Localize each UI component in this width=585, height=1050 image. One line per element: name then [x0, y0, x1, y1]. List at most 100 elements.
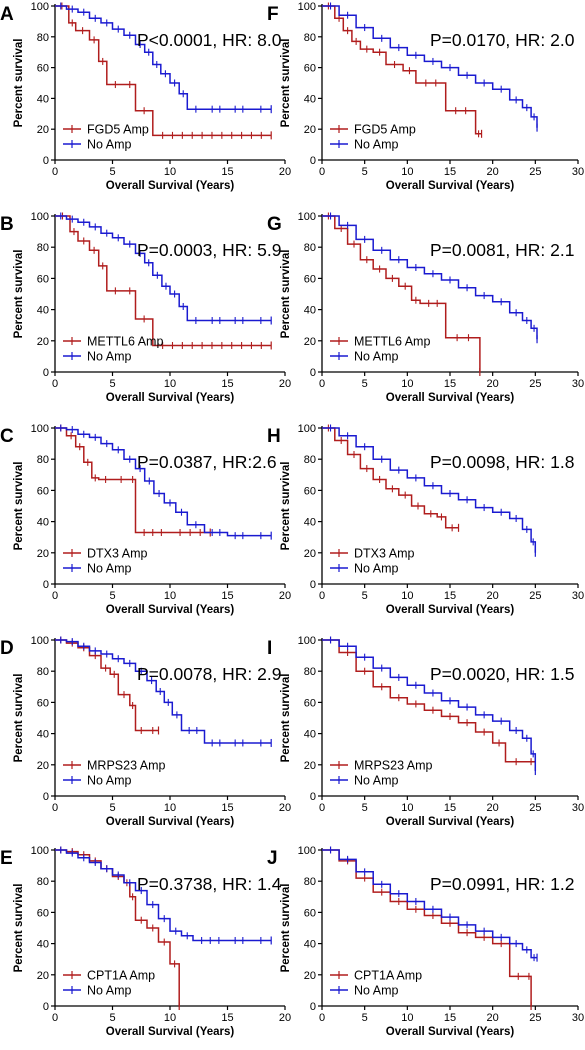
y-tick-label: 0: [310, 367, 316, 379]
x-tick-label: 10: [164, 166, 176, 178]
y-tick-label: 100: [298, 845, 316, 857]
y-tick-label: 0: [43, 791, 49, 803]
y-tick-label: 40: [304, 939, 316, 951]
legend-label: No Amp: [87, 562, 132, 576]
x-tick-label: 5: [362, 802, 368, 814]
x-tick-label: 15: [221, 166, 233, 178]
x-tick-label: 30: [572, 166, 584, 178]
km-panel-j: J 0 20 40 60 80 100 0 5 10 15 20 25 30 Overall Surviva…: [267, 845, 584, 1038]
x-tick-label: 15: [444, 1012, 456, 1024]
stat-label: P=0.0003, HR: 5.9: [137, 240, 281, 260]
x-tick-label: 5: [109, 802, 115, 814]
x-tick-label: 10: [164, 1012, 176, 1024]
x-tick-label: 20: [487, 1012, 499, 1024]
x-tick-label: 15: [221, 802, 233, 814]
y-tick-label: 60: [37, 273, 49, 285]
legend-label: DTX3 Amp: [87, 547, 147, 561]
legend-label: METTL6 Amp: [354, 335, 430, 349]
x-tick-label: 0: [52, 802, 58, 814]
legend-label: No Amp: [354, 138, 399, 152]
x-tick-label: 15: [221, 378, 233, 390]
legend-label: No Amp: [354, 984, 399, 998]
km-panel-e: E 0 20 40 60 80 100 0 5 10 15 20 Overall Survival (Y…: [0, 845, 291, 1038]
x-tick-label: 20: [487, 590, 499, 602]
y-tick-label: 60: [37, 485, 49, 497]
x-tick-label: 20: [279, 590, 291, 602]
x-tick-label: 5: [362, 1012, 368, 1024]
legend-label: CPT1A Amp: [354, 969, 422, 983]
y-tick-label: 80: [304, 454, 316, 466]
x-tick-label: 25: [529, 1012, 541, 1024]
x-tick-label: 0: [52, 378, 58, 390]
y-tick-label: 60: [37, 63, 49, 75]
x-axis-title: Overall Survival (Years): [106, 816, 235, 828]
series-line-amp: [55, 215, 272, 347]
x-tick-label: 5: [109, 378, 115, 390]
x-axis-title: Overall Survival (Years): [386, 392, 515, 404]
y-tick-label: 20: [37, 124, 49, 136]
x-tick-label: 10: [401, 1012, 413, 1024]
y-tick-label: 80: [304, 876, 316, 888]
y-tick-label: 0: [310, 579, 316, 591]
x-tick-label: 20: [279, 166, 291, 178]
y-tick-label: 60: [37, 697, 49, 709]
x-tick-label: 0: [319, 1012, 325, 1024]
km-panel-g: G 0 20 40 60 80 100 0 5 10 15 20 25 30 Overall Surviva…: [267, 211, 584, 404]
x-tick-label: 15: [444, 590, 456, 602]
x-tick-label: 15: [444, 166, 456, 178]
panel-letter: J: [267, 848, 278, 869]
stat-label: P=0.0020, HR: 1.5: [430, 664, 574, 684]
series-line-amp: [322, 639, 536, 763]
km-panel-d: D 0 20 40 60 80 100 0 5 10 15 20 Overall Survival (Y…: [0, 635, 291, 828]
y-tick-label: 60: [304, 63, 316, 75]
x-tick-label: 10: [401, 378, 413, 390]
km-panel-i: I 0 20 40 60 80 100 0 5 10 15 20 25 30 Overall Surviva…: [267, 635, 584, 828]
x-tick-label: 15: [221, 1012, 233, 1024]
stat-label: P=0.0098, HR: 1.8: [430, 452, 574, 472]
legend-label: DTX3 Amp: [354, 547, 414, 561]
y-tick-label: 40: [304, 305, 316, 317]
x-tick-label: 15: [444, 802, 456, 814]
y-axis-title: Percent survival: [280, 674, 292, 763]
legend-label: No Amp: [354, 562, 399, 576]
legend-label: MRPS23 Amp: [87, 759, 166, 773]
y-tick-label: 100: [298, 635, 316, 647]
x-tick-label: 5: [362, 590, 368, 602]
y-tick-label: 20: [304, 336, 316, 348]
series-line-no-amp: [55, 427, 272, 537]
x-tick-label: 0: [52, 590, 58, 602]
x-tick-label: 30: [572, 1012, 584, 1024]
y-tick-label: 40: [37, 939, 49, 951]
x-axis-title: Overall Survival (Years): [386, 604, 515, 616]
y-tick-label: 40: [37, 729, 49, 741]
y-tick-label: 20: [37, 970, 49, 982]
stat-label: P=0.0991, HR: 1.2: [430, 874, 574, 894]
x-axis-title: Overall Survival (Years): [106, 180, 235, 192]
legend-label: FGD5 Amp: [354, 123, 416, 137]
panel-letter: E: [0, 848, 13, 869]
series-line-amp: [322, 5, 482, 135]
legend-label: FGD5 Amp: [87, 123, 149, 137]
series-line-no-amp: [55, 215, 272, 322]
series-line-amp: [55, 5, 272, 137]
series-line-amp: [322, 427, 459, 529]
y-tick-label: 60: [304, 485, 316, 497]
y-tick-label: 20: [304, 548, 316, 560]
stat-label: P<0.0001, HR: 8.0: [137, 30, 282, 50]
x-tick-label: 5: [109, 166, 115, 178]
x-tick-label: 0: [319, 378, 325, 390]
x-tick-label: 20: [279, 802, 291, 814]
x-tick-label: 5: [362, 166, 368, 178]
x-tick-label: 30: [572, 802, 584, 814]
y-tick-label: 40: [37, 93, 49, 105]
x-tick-label: 20: [279, 378, 291, 390]
x-tick-label: 20: [487, 166, 499, 178]
series-line-no-amp: [322, 639, 537, 771]
x-tick-label: 0: [319, 166, 325, 178]
y-tick-label: 0: [43, 367, 49, 379]
stat-label: P=0.0078, HR: 2.9: [137, 664, 281, 684]
x-tick-label: 0: [52, 166, 58, 178]
y-tick-label: 0: [310, 155, 316, 167]
legend-label: CPT1A Amp: [87, 969, 155, 983]
